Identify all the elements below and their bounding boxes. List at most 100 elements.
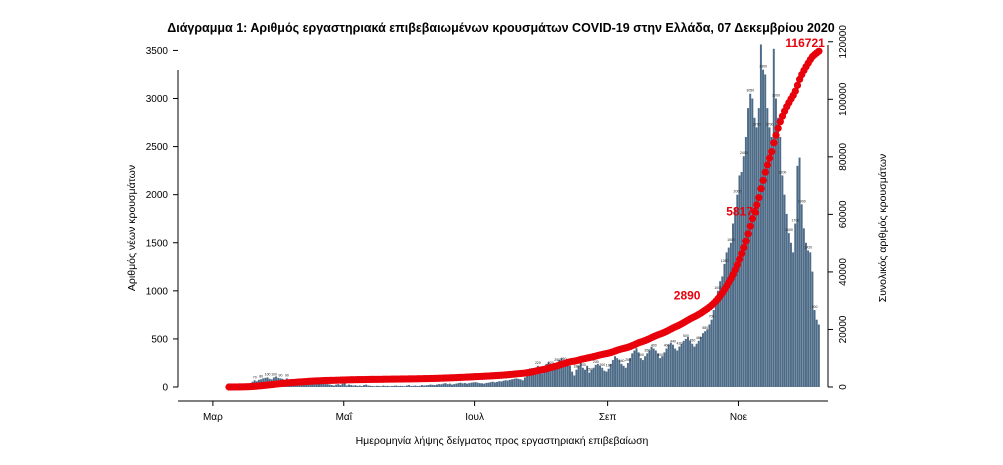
- y-tick-label: 3000: [146, 94, 169, 105]
- bar: [661, 356, 664, 387]
- bar: [380, 386, 383, 387]
- bar: [403, 386, 406, 387]
- bar: [590, 369, 593, 387]
- bar: [330, 385, 333, 387]
- bar: [693, 346, 696, 387]
- bar: [740, 171, 743, 387]
- bar: [575, 369, 578, 387]
- bar: [637, 352, 640, 387]
- bar: [648, 350, 651, 387]
- cumulative-point: [733, 261, 742, 269]
- bar-value-label: 1420: [804, 245, 812, 249]
- bar: [766, 108, 769, 388]
- bar: [646, 353, 649, 387]
- bar-value-label: 2700: [766, 122, 774, 126]
- left-y-ticks: 0 500 1000 1500 2000 2500 3000 3500: [146, 46, 178, 394]
- bar: [774, 98, 777, 387]
- bar: [781, 175, 784, 387]
- bar: [523, 377, 526, 387]
- bar: [809, 252, 812, 387]
- bar: [783, 194, 786, 387]
- bar: [644, 356, 647, 387]
- bar: [513, 378, 516, 387]
- bar: [736, 194, 739, 387]
- bar: [335, 384, 338, 387]
- bar-value-label: 100: [271, 372, 277, 376]
- cumulative-point: [776, 118, 784, 126]
- bar-value-label: 2200: [779, 170, 787, 174]
- bar: [461, 383, 464, 387]
- bar: [566, 361, 569, 387]
- bar-value-label: 1900: [798, 199, 806, 203]
- bar: [397, 386, 400, 387]
- bar: [504, 380, 507, 387]
- bar: [614, 356, 617, 387]
- bar: [624, 367, 627, 387]
- cumulative-point: [738, 250, 746, 258]
- bar: [755, 127, 758, 388]
- bar: [395, 385, 398, 387]
- cumulative-point: [765, 154, 774, 162]
- bar: [656, 353, 659, 387]
- bar: [401, 386, 404, 387]
- bar: [789, 242, 792, 387]
- bar: [500, 381, 503, 387]
- bar: [545, 363, 548, 387]
- bar: [526, 375, 529, 387]
- bar: [343, 382, 346, 387]
- bar: [717, 290, 719, 387]
- y2-tick-label: 0: [838, 384, 849, 390]
- bar: [757, 108, 760, 388]
- bar: [676, 350, 679, 387]
- bar: [517, 378, 520, 387]
- bar: [650, 346, 653, 387]
- bar: [399, 385, 402, 387]
- bar: [360, 386, 363, 387]
- bar-value-label: 700: [709, 315, 715, 319]
- y2-axis-label: Συνολικός αριθμός κρουσμάτων: [877, 154, 889, 303]
- bar: [530, 372, 533, 387]
- bar: [405, 385, 408, 387]
- bar: [315, 383, 318, 387]
- bar-value-label: 150: [586, 368, 592, 372]
- bar: [541, 373, 544, 387]
- bar: [425, 385, 428, 387]
- bar: [442, 383, 445, 387]
- bar: [511, 379, 514, 387]
- bar: [408, 385, 411, 387]
- bar-value-label: 300: [657, 353, 663, 357]
- cumulative-point: [793, 81, 802, 89]
- bar-value-label: 3300: [759, 65, 767, 69]
- bar: [481, 383, 484, 387]
- bar: [328, 384, 331, 387]
- bar: [785, 213, 788, 387]
- bar: [680, 343, 683, 387]
- y-tick-label: 3500: [146, 46, 169, 57]
- bar: [747, 108, 750, 388]
- bar: [427, 385, 430, 387]
- bar: [695, 343, 698, 387]
- bar: [553, 364, 556, 387]
- bar: [787, 233, 790, 387]
- cumulative-annotation: 2890: [674, 289, 701, 303]
- bar-value-label: 80: [259, 374, 263, 378]
- cumulative-point: [746, 222, 754, 230]
- bar: [815, 319, 818, 387]
- bar-value-label: 250: [554, 358, 560, 362]
- x-tick-label: Μαρ: [203, 412, 223, 423]
- bar-value-label: 420: [677, 342, 683, 346]
- bar: [506, 380, 509, 387]
- y2-tick-label: 80000: [838, 142, 849, 170]
- bar: [802, 228, 805, 387]
- bar: [476, 382, 479, 387]
- bar: [708, 324, 711, 387]
- bar: [592, 367, 595, 387]
- bar: [350, 385, 353, 387]
- cumulative-point: [763, 161, 772, 169]
- bar: [515, 378, 518, 387]
- bar: [759, 44, 762, 388]
- bar: [659, 358, 662, 387]
- y2-tick-label: 120000: [838, 25, 849, 59]
- bar: [354, 385, 357, 387]
- bar: [412, 385, 415, 387]
